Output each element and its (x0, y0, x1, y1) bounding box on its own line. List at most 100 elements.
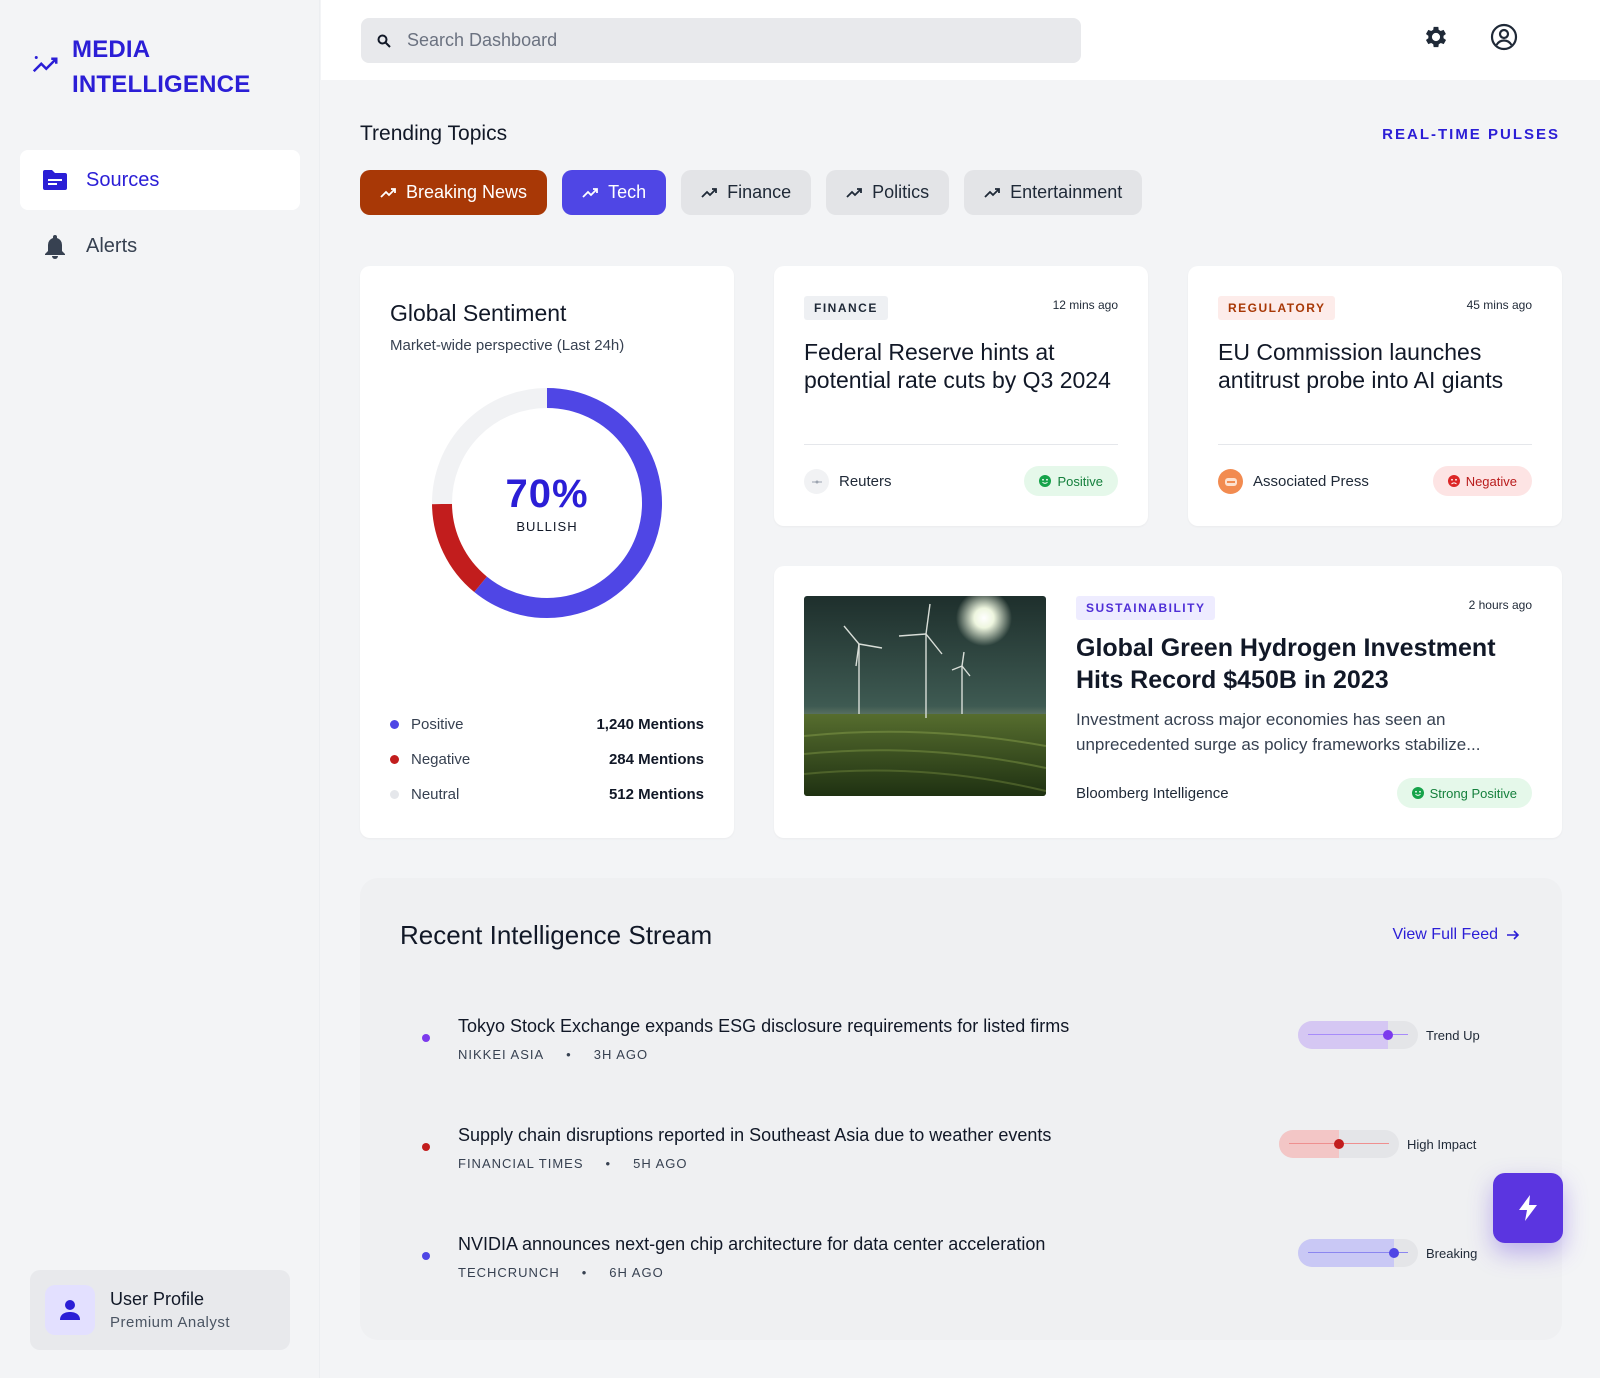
indicator-label: High Impact (1407, 1137, 1477, 1152)
brand-logo[interactable]: MEDIA INTELLIGENCE (30, 32, 250, 102)
section-title: Recent Intelligence Stream (400, 920, 713, 950)
ap-logo-icon (1218, 469, 1243, 494)
chip-label: Breaking News (406, 182, 528, 202)
brand-name-line1: MEDIA (72, 36, 151, 63)
legend-label: Neutral (411, 786, 460, 803)
legend-value: 1,240 Mentions (596, 716, 704, 733)
gear-icon (1425, 26, 1447, 48)
card-subtitle: Market-wide perspective (Last 24h) (390, 337, 625, 354)
legend-dot (390, 755, 399, 764)
separator: • (605, 1156, 612, 1171)
settings-button[interactable] (1419, 20, 1453, 54)
trending-up-icon (984, 187, 1001, 198)
chip-politics[interactable]: Politics (826, 170, 950, 215)
indicator-label: Trend Up (1426, 1028, 1480, 1043)
card-title: Global Sentiment (390, 300, 567, 326)
sentiment-donut-chart (432, 388, 662, 618)
chip-label: Tech (608, 182, 647, 202)
status-dot (422, 1252, 430, 1260)
legend-value: 284 Mentions (608, 751, 704, 768)
view-full-feed-link[interactable]: View Full Feed (1392, 926, 1520, 944)
stream-item[interactable]: Tokyo Stock Exchange expands ESG disclos… (400, 1008, 1522, 1078)
featured-title[interactable]: Global Green Hydrogen Investment Hits Re… (1076, 634, 1496, 694)
topic-chips: Breaking News Tech Finance Politics Ente… (360, 170, 1143, 215)
stream-item-meta: TECHCRUNCH • 6H AGO (458, 1265, 664, 1280)
avatar (45, 1285, 95, 1335)
time-ago: 6H AGO (609, 1265, 664, 1280)
timestamp: 2 hours ago (1468, 598, 1532, 612)
wind-turbines-image (804, 596, 1046, 796)
sidebar-nav: Sources Alerts (20, 150, 300, 282)
arrow-right-icon (1507, 930, 1520, 940)
news-card[interactable]: REGULATORY 45 mins ago EU Commission lau… (1188, 266, 1562, 526)
trend-indicator (1298, 1021, 1418, 1049)
chip-tech[interactable]: Tech (562, 170, 667, 215)
stream-item[interactable]: Supply chain disruptions reported in Sou… (400, 1117, 1522, 1187)
news-title[interactable]: Federal Reserve hints at potential rate … (804, 339, 1111, 393)
news-source: Associated Press (1218, 469, 1369, 494)
chip-finance[interactable]: Finance (681, 170, 812, 215)
link-label: View Full Feed (1392, 926, 1498, 943)
legend-row-negative: Negative 284 Mentions (390, 742, 704, 777)
intelligence-stream: Recent Intelligence Stream View Full Fee… (360, 878, 1562, 1340)
person-icon (60, 1300, 80, 1320)
stream-item-title: Supply chain disruptions reported in Sou… (458, 1125, 1052, 1145)
time-ago: 3H AGO (593, 1047, 649, 1062)
profile-name: User Profile (110, 1289, 205, 1309)
legend-label: Positive (411, 716, 464, 733)
separator: • (566, 1047, 572, 1062)
user-profile-card[interactable]: User Profile Premium Analyst (30, 1270, 290, 1350)
sidebar: MEDIA INTELLIGENCE Sources Alerts User P… (0, 0, 320, 1378)
sentiment-label: BULLISH (516, 519, 578, 534)
source-name: FINANCIAL TIMES (458, 1156, 584, 1171)
donut-segment-neutral (432, 388, 548, 505)
quick-action-button[interactable] (1493, 1173, 1563, 1243)
divider (1218, 444, 1532, 445)
stream-item-title: Tokyo Stock Exchange expands ESG disclos… (458, 1016, 1070, 1036)
chip-label: Finance (727, 182, 792, 202)
legend-row-positive: Positive 1,240 Mentions (390, 707, 704, 742)
sidebar-item-sources[interactable]: Sources (20, 150, 300, 210)
trending-up-icon (582, 187, 598, 198)
legend-label: Negative (411, 751, 471, 768)
stream-item-meta: FINANCIAL TIMES • 5H AGO (458, 1156, 688, 1171)
legend-row-neutral: Neutral 512 Mentions (390, 777, 704, 812)
separator: • (581, 1265, 588, 1280)
bolt-icon (1519, 1195, 1537, 1221)
smile-icon (1411, 787, 1424, 799)
indicator-label: Breaking (1426, 1246, 1478, 1261)
donut-center: 70% BULLISH (427, 383, 667, 623)
donut-segment-positive (474, 388, 662, 618)
real-time-pulses-link[interactable]: REAL-TIME PULSES (1382, 126, 1560, 143)
search-bar[interactable] (361, 18, 1081, 63)
search-input[interactable] (407, 30, 1047, 51)
news-card[interactable]: FINANCE 12 mins ago Federal Reserve hint… (774, 266, 1148, 526)
trending-up-icon (32, 56, 58, 73)
top-header (321, 0, 1600, 80)
sidebar-item-alerts[interactable]: Alerts (20, 216, 300, 276)
source-name: TECHCRUNCH (458, 1265, 560, 1280)
trending-up-icon (380, 187, 396, 198)
search-icon (377, 34, 391, 48)
account-circle-icon (1490, 23, 1518, 51)
chip-entertainment[interactable]: Entertainment (964, 170, 1143, 215)
impact-indicator (1279, 1130, 1399, 1158)
category-tag: SUSTAINABILITY (1076, 596, 1216, 620)
account-button[interactable] (1487, 20, 1521, 54)
timestamp: 12 mins ago (1052, 298, 1118, 312)
source-name: NIKKEI ASIA (458, 1047, 545, 1062)
sentiment-badge: Positive (1024, 466, 1118, 496)
bell-icon (42, 233, 68, 259)
news-source: Reuters (804, 469, 892, 494)
brand-name-line2: INTELLIGENCE (72, 71, 251, 98)
featured-news-card[interactable]: SUSTAINABILITY 2 hours ago Global Green … (774, 566, 1562, 838)
news-title[interactable]: EU Commission launches antitrust probe i… (1218, 339, 1504, 393)
breaking-indicator (1298, 1239, 1418, 1267)
sentiment-badge: Strong Positive (1396, 778, 1532, 808)
stream-item[interactable]: NVIDIA announces next-gen chip architect… (400, 1226, 1522, 1296)
chip-breaking-news[interactable]: Breaking News (360, 170, 548, 215)
stream-item-title: NVIDIA announces next-gen chip architect… (458, 1234, 1046, 1254)
sidebar-item-label: Sources (86, 168, 160, 191)
legend-dot (390, 720, 399, 729)
featured-description: Investment across major economies has se… (1076, 710, 1481, 754)
